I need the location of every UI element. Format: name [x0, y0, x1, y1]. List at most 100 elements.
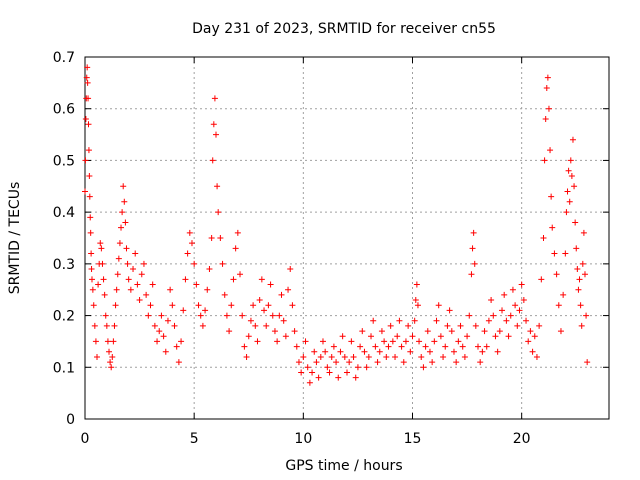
- data-point: [95, 281, 102, 288]
- data-point: [503, 317, 510, 324]
- data-point: [357, 343, 364, 350]
- data-point: [90, 302, 97, 309]
- data-point: [431, 338, 438, 345]
- data-point: [158, 312, 165, 319]
- data-point: [466, 312, 473, 319]
- data-point: [180, 307, 187, 314]
- data-point: [111, 322, 118, 329]
- data-point: [479, 348, 486, 355]
- data-point: [383, 353, 390, 360]
- data-point: [335, 374, 342, 381]
- data-point: [271, 328, 278, 335]
- data-point: [175, 359, 182, 366]
- data-point: [339, 333, 346, 340]
- data-point: [92, 338, 99, 345]
- data-point: [110, 338, 117, 345]
- data-point: [542, 116, 549, 123]
- y-tick-label: 0: [66, 412, 75, 428]
- data-point: [571, 183, 578, 190]
- data-point: [407, 348, 414, 355]
- data-point: [109, 353, 116, 360]
- data-point: [557, 328, 564, 335]
- data-point: [368, 333, 375, 340]
- data-point: [195, 302, 202, 309]
- data-point: [501, 291, 508, 298]
- y-tick-label: 0.7: [53, 50, 75, 66]
- data-point: [569, 136, 576, 143]
- data-point: [85, 147, 92, 154]
- data-point: [210, 121, 217, 128]
- data-point: [98, 245, 105, 252]
- data-point: [426, 348, 433, 355]
- data-point: [563, 209, 570, 216]
- data-point: [199, 322, 206, 329]
- data-point: [457, 322, 464, 329]
- data-point: [543, 85, 550, 92]
- data-point: [392, 353, 399, 360]
- data-point: [254, 338, 261, 345]
- data-point: [291, 328, 298, 335]
- data-point: [450, 348, 457, 355]
- data-point: [256, 297, 263, 304]
- data-point: [553, 271, 560, 278]
- data-point: [418, 353, 425, 360]
- data-point: [261, 307, 268, 314]
- data-point: [337, 348, 344, 355]
- data-point: [381, 338, 388, 345]
- data-point: [435, 302, 442, 309]
- data-point: [85, 121, 92, 128]
- data-point: [102, 312, 109, 319]
- data-point: [123, 245, 130, 252]
- data-point: [293, 343, 300, 350]
- data-point: [82, 116, 89, 123]
- data-point: [469, 245, 476, 252]
- data-point: [127, 286, 134, 293]
- data-point: [453, 359, 460, 366]
- data-point: [333, 359, 340, 366]
- data-point: [208, 235, 215, 241]
- data-point: [82, 157, 89, 164]
- y-tick-label: 0.6: [53, 102, 75, 118]
- data-point: [258, 276, 265, 283]
- data-point: [267, 281, 274, 288]
- data-point: [306, 379, 313, 386]
- data-point: [544, 74, 551, 81]
- data-point: [396, 317, 403, 324]
- data-point: [565, 167, 572, 174]
- data-point: [122, 219, 129, 226]
- data-point: [461, 353, 468, 360]
- data-point: [124, 260, 131, 267]
- data-point: [164, 317, 171, 324]
- data-point: [580, 229, 587, 236]
- data-point: [115, 255, 122, 262]
- data-point: [385, 343, 392, 350]
- data-point: [119, 209, 126, 216]
- data-point: [326, 369, 333, 376]
- data-point: [228, 302, 235, 309]
- data-point: [573, 245, 580, 252]
- data-point: [540, 235, 547, 241]
- data-point: [84, 64, 91, 71]
- data-point: [85, 95, 92, 102]
- data-point: [86, 172, 93, 179]
- data-point: [230, 276, 237, 283]
- data-point: [226, 328, 233, 335]
- data-point: [103, 322, 110, 329]
- data-point: [409, 333, 416, 340]
- data-point: [101, 291, 108, 298]
- data-point: [330, 343, 337, 350]
- data-point: [215, 209, 222, 216]
- data-point: [505, 333, 512, 340]
- data-point: [583, 312, 590, 319]
- data-point: [346, 359, 353, 366]
- data-point: [533, 353, 540, 360]
- data-point: [564, 188, 571, 195]
- data-point: [100, 276, 107, 283]
- data-point: [263, 322, 270, 329]
- data-point: [577, 302, 584, 309]
- data-point: [509, 286, 516, 293]
- data-point: [507, 312, 514, 319]
- data-point: [285, 286, 292, 293]
- data-point: [483, 343, 490, 350]
- data-point: [341, 353, 348, 360]
